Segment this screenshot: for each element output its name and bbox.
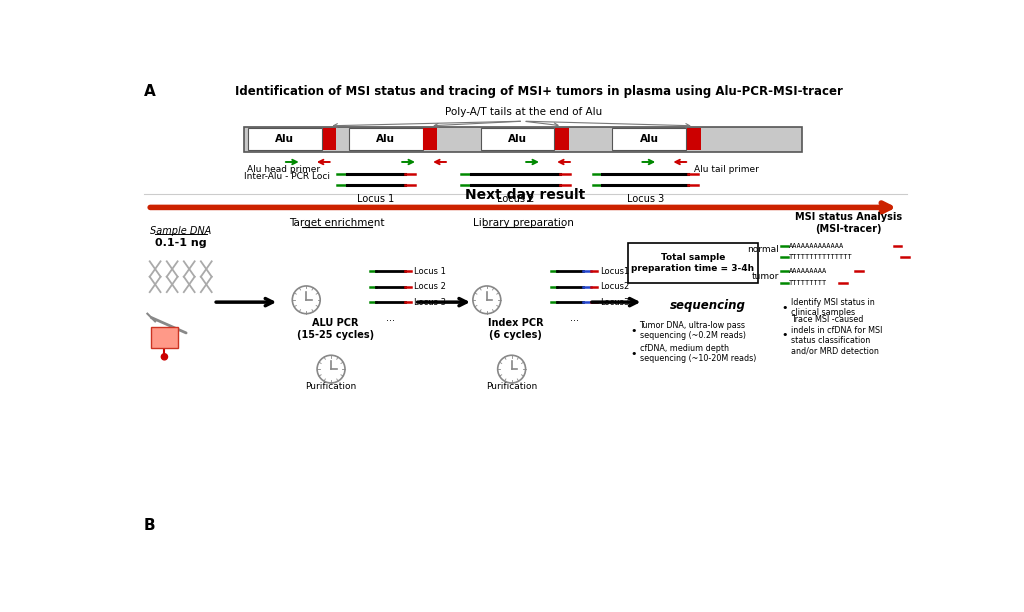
Text: Locus 3: Locus 3: [627, 193, 664, 204]
Text: Index PCR
(6 cycles): Index PCR (6 cycles): [487, 318, 544, 340]
Text: AAAAAAAAA: AAAAAAAAA: [790, 268, 827, 274]
Text: Next day result: Next day result: [465, 188, 585, 202]
Text: •: •: [781, 302, 787, 313]
Text: Alu tail primer: Alu tail primer: [693, 165, 759, 174]
Text: Locus2: Locus2: [600, 282, 629, 291]
Text: Target enrichment: Target enrichment: [290, 218, 385, 228]
Text: Inter-Alu - PCR Loci: Inter-Alu - PCR Loci: [245, 172, 331, 181]
Text: •: •: [630, 349, 637, 359]
Text: normal: normal: [748, 245, 779, 254]
Text: Locus 3: Locus 3: [414, 297, 446, 307]
Text: Alu head primer: Alu head primer: [247, 165, 319, 174]
Text: Locus 2: Locus 2: [497, 193, 535, 204]
Bar: [555, 128, 569, 151]
Text: Locus1: Locus1: [600, 267, 629, 276]
Text: Poly-A/T tails at the end of Alu: Poly-A/T tails at the end of Alu: [444, 107, 602, 117]
Text: 0.1-1 ng: 0.1-1 ng: [155, 238, 207, 248]
Text: Trace MSI -caused
indels in cfDNA for MSI
status classification
and/or MRD detec: Trace MSI -caused indels in cfDNA for MS…: [791, 315, 882, 356]
Text: Sample DNA: Sample DNA: [151, 225, 211, 236]
Bar: [349, 128, 423, 151]
Text: Purification: Purification: [486, 382, 538, 391]
Text: Locus 1: Locus 1: [357, 193, 394, 204]
Bar: [423, 128, 437, 151]
Text: ...: ...: [386, 313, 395, 323]
Text: Identify MSI status in
clinical samples: Identify MSI status in clinical samples: [791, 298, 874, 317]
Text: TTTTTTTTT: TTTTTTTTT: [790, 280, 827, 286]
Bar: [323, 128, 337, 151]
Text: Tumor DNA, ultra-low pass
sequencing (~0.2M reads): Tumor DNA, ultra-low pass sequencing (~0…: [640, 321, 745, 340]
Text: Alu: Alu: [640, 134, 658, 144]
Bar: [480, 128, 554, 151]
Text: Total sample
preparation time = 3-4h: Total sample preparation time = 3-4h: [632, 253, 755, 272]
Text: ALU PCR
(15-25 cycles): ALU PCR (15-25 cycles): [297, 318, 374, 340]
Text: Library preparation: Library preparation: [473, 218, 573, 228]
Text: Locus 1: Locus 1: [414, 267, 445, 276]
Text: Alu: Alu: [376, 134, 395, 144]
Text: Locus3: Locus3: [600, 297, 630, 307]
Text: TTTTTTTTTTTTTTT: TTTTTTTTTTTTTTT: [790, 255, 853, 261]
Bar: [628, 243, 758, 283]
Bar: [687, 128, 700, 151]
Text: MSI status Analysis
(MSI-tracer): MSI status Analysis (MSI-tracer): [796, 212, 902, 234]
Text: Purification: Purification: [305, 382, 356, 391]
Text: Alu: Alu: [508, 134, 527, 144]
Text: Identification of MSI status and tracing of MSI+ tumors in plasma using Alu-PCR-: Identification of MSI status and tracing…: [234, 86, 843, 99]
Bar: [248, 128, 322, 151]
Text: •: •: [630, 326, 637, 335]
Text: Locus 2: Locus 2: [414, 282, 445, 291]
Bar: [612, 128, 686, 151]
Text: cfDNA, medium depth
sequencing (~10-20M reads): cfDNA, medium depth sequencing (~10-20M …: [640, 344, 756, 364]
Text: AAAAAAAAAAAAA: AAAAAAAAAAAAA: [790, 243, 845, 249]
Text: tumor: tumor: [752, 272, 779, 282]
Circle shape: [162, 354, 168, 360]
Bar: [245, 127, 802, 152]
Text: A: A: [143, 84, 156, 99]
Bar: [152, 327, 178, 348]
Text: ...: ...: [569, 313, 579, 323]
Text: •: •: [781, 330, 787, 340]
Text: sequencing: sequencing: [670, 299, 745, 313]
Text: Alu: Alu: [275, 134, 295, 144]
Text: B: B: [144, 518, 156, 533]
